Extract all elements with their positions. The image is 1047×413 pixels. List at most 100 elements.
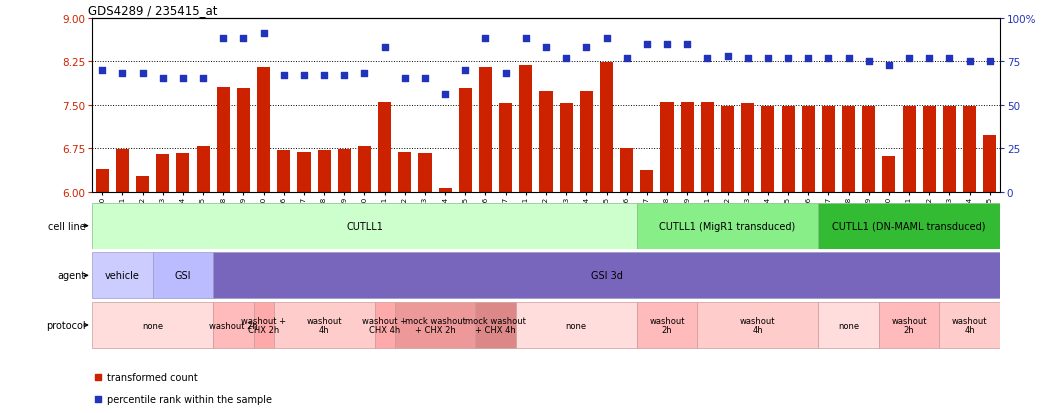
Bar bbox=[92, 302, 214, 348]
Bar bbox=[600, 62, 614, 192]
Point bbox=[356, 71, 373, 77]
Point bbox=[195, 76, 211, 83]
Bar bbox=[516, 302, 637, 348]
Bar bbox=[475, 302, 516, 348]
Bar bbox=[378, 103, 392, 192]
Point bbox=[739, 55, 756, 62]
Bar bbox=[620, 149, 633, 192]
Bar bbox=[237, 88, 250, 192]
Point bbox=[598, 36, 615, 43]
Bar bbox=[395, 302, 475, 348]
Bar bbox=[217, 88, 229, 192]
Bar bbox=[459, 89, 472, 192]
Point bbox=[719, 53, 736, 60]
Text: washout +
CHX 2h: washout + CHX 2h bbox=[241, 316, 286, 335]
Bar bbox=[637, 302, 697, 348]
Text: CUTLL1 (MigR1 transduced): CUTLL1 (MigR1 transduced) bbox=[660, 221, 796, 231]
Point bbox=[961, 59, 978, 65]
Bar bbox=[819, 302, 878, 348]
Bar bbox=[878, 302, 939, 348]
Bar bbox=[781, 107, 795, 192]
Bar bbox=[922, 107, 936, 192]
Point bbox=[497, 71, 514, 77]
Text: CUTLL1: CUTLL1 bbox=[346, 221, 383, 231]
Bar bbox=[92, 203, 637, 249]
Bar bbox=[116, 149, 129, 192]
Bar bbox=[398, 152, 411, 192]
Text: protocol: protocol bbox=[46, 320, 86, 330]
Text: GSI 3d: GSI 3d bbox=[591, 271, 623, 281]
Bar bbox=[939, 302, 1000, 348]
Point bbox=[900, 55, 917, 62]
Text: washout 2h: washout 2h bbox=[209, 321, 258, 330]
Point bbox=[558, 55, 575, 62]
Point bbox=[619, 55, 636, 62]
Bar bbox=[903, 107, 916, 192]
Text: none: none bbox=[565, 321, 586, 330]
Bar bbox=[963, 107, 976, 192]
Text: percentile rank within the sample: percentile rank within the sample bbox=[107, 394, 271, 404]
Bar bbox=[883, 156, 895, 192]
Text: transformed count: transformed count bbox=[107, 372, 198, 382]
Text: washout +
CHX 4h: washout + CHX 4h bbox=[362, 316, 407, 335]
Point bbox=[517, 36, 534, 43]
Point bbox=[397, 76, 414, 83]
Bar bbox=[661, 103, 673, 192]
Point bbox=[316, 73, 333, 79]
Bar bbox=[539, 92, 553, 192]
Point bbox=[295, 73, 312, 79]
Point bbox=[89, 395, 106, 402]
Bar bbox=[358, 146, 371, 192]
Text: none: none bbox=[142, 321, 163, 330]
Text: CUTLL1 (DN-MAML transduced): CUTLL1 (DN-MAML transduced) bbox=[832, 221, 986, 231]
Bar bbox=[214, 302, 253, 348]
Bar bbox=[439, 189, 451, 192]
Point bbox=[376, 45, 393, 51]
Bar bbox=[943, 107, 956, 192]
Text: washout
4h: washout 4h bbox=[740, 316, 776, 335]
Point bbox=[235, 36, 252, 43]
Point bbox=[639, 41, 655, 48]
Bar bbox=[637, 203, 819, 249]
Bar bbox=[580, 92, 593, 192]
Bar bbox=[197, 146, 209, 192]
Bar bbox=[822, 107, 834, 192]
Point bbox=[981, 59, 998, 65]
Point bbox=[941, 55, 958, 62]
Point bbox=[659, 41, 675, 48]
Bar bbox=[721, 107, 734, 192]
Bar bbox=[92, 253, 153, 299]
Point bbox=[456, 67, 473, 74]
Point bbox=[154, 76, 171, 83]
Point bbox=[759, 55, 776, 62]
Point bbox=[921, 55, 938, 62]
Point bbox=[881, 62, 897, 69]
Point bbox=[538, 45, 555, 51]
Bar bbox=[317, 151, 331, 192]
Text: mock washout
+ CHX 4h: mock washout + CHX 4h bbox=[465, 316, 526, 335]
Bar bbox=[863, 107, 875, 192]
Bar bbox=[697, 302, 819, 348]
Text: cell line: cell line bbox=[48, 221, 86, 231]
Bar bbox=[153, 253, 214, 299]
Bar bbox=[95, 170, 109, 192]
Bar bbox=[338, 149, 351, 192]
Text: mock washout
+ CHX 2h: mock washout + CHX 2h bbox=[404, 316, 466, 335]
Point bbox=[800, 55, 817, 62]
Point bbox=[820, 55, 837, 62]
Text: washout
4h: washout 4h bbox=[952, 316, 987, 335]
Point bbox=[861, 59, 877, 65]
Text: washout
2h: washout 2h bbox=[891, 316, 927, 335]
Bar bbox=[499, 104, 512, 192]
Bar bbox=[419, 153, 431, 192]
Bar bbox=[519, 66, 532, 192]
Bar bbox=[741, 104, 754, 192]
Bar bbox=[478, 68, 492, 192]
Point bbox=[699, 55, 716, 62]
Point bbox=[215, 36, 231, 43]
Bar bbox=[156, 154, 170, 192]
Bar bbox=[375, 302, 395, 348]
Bar bbox=[761, 107, 775, 192]
Point bbox=[89, 373, 106, 380]
Point bbox=[134, 71, 151, 77]
